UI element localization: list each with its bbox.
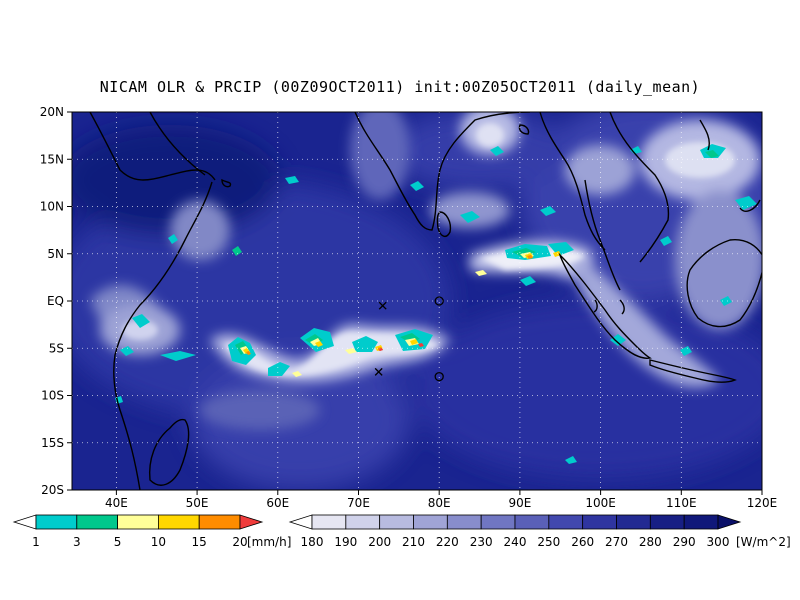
map-grid xyxy=(72,112,762,490)
legend-tick-label: 250 xyxy=(537,535,560,549)
legend-swatch xyxy=(117,514,159,530)
lon-label: 40E xyxy=(105,496,128,510)
legend-swatch xyxy=(345,514,381,530)
legend-tick-label: 20 xyxy=(232,535,247,549)
lat-label: EQ xyxy=(47,294,64,308)
circle-marker xyxy=(434,296,444,306)
legend-tick-label: 210 xyxy=(402,535,425,549)
legend-swatch xyxy=(514,514,550,530)
lon-label: 100E xyxy=(585,496,616,510)
legend-swatch xyxy=(379,514,414,530)
x-marker xyxy=(378,301,387,310)
lat-label: 15N xyxy=(40,152,64,166)
lat-label: 10S xyxy=(41,389,64,403)
lon-label: 80E xyxy=(428,496,451,510)
lat-label: 5S xyxy=(49,341,64,355)
legend-swatch xyxy=(480,514,516,530)
lon-label: 110E xyxy=(666,496,697,510)
legend-tick-label: 280 xyxy=(639,535,662,549)
x-marker xyxy=(374,367,383,376)
lat-label: 20N xyxy=(40,105,64,119)
legend-tick-label: 3 xyxy=(73,535,81,549)
legend-swatch xyxy=(582,514,617,530)
legend-tick-label: 270 xyxy=(605,535,628,549)
legend-tick-label: 290 xyxy=(673,535,696,549)
page-title: NICAM OLR & PRCIP (00Z09OCT2011) init:00… xyxy=(99,78,701,96)
legend-tick-label: 230 xyxy=(470,535,493,549)
legend-swatch xyxy=(35,514,78,530)
map-axes: 20N 15N 10N 5N EQ 5S 10S 15S 20S 40E 50E 60E 70E 80E 9… xyxy=(40,105,778,510)
lat-label: 20S xyxy=(41,483,64,497)
legend-swatch xyxy=(649,514,685,530)
legend-swatch xyxy=(311,514,347,530)
legend-swatch xyxy=(446,514,482,530)
legend-tick-label: 240 xyxy=(504,535,527,549)
legend-tick-label: 5 xyxy=(114,535,122,549)
lat-label: 10N xyxy=(40,200,64,214)
legend-tick-label: 15 xyxy=(192,535,207,549)
legend-swatch xyxy=(413,514,448,530)
olr-field xyxy=(72,112,762,490)
legend-swatch xyxy=(683,514,719,530)
legend-unit: [W/m^2] xyxy=(736,535,791,549)
legend-swatch xyxy=(76,514,119,530)
legend-arrow-left xyxy=(12,514,37,530)
circle-marker xyxy=(434,371,444,382)
lon-label: 50E xyxy=(186,496,209,510)
olr-legend: 180 190 200 210 220 230 240 250 260 270 280 290 300 [… xyxy=(288,514,791,549)
lon-label: 60E xyxy=(266,496,289,510)
legend-unit: [mm/h] xyxy=(247,535,291,549)
lat-label: 15S xyxy=(41,436,64,450)
legend-tick-label: 300 xyxy=(707,535,730,549)
legend-tick-label: 220 xyxy=(436,535,459,549)
legend-swatch xyxy=(616,514,651,530)
markers xyxy=(374,296,444,382)
lat-label: 5N xyxy=(47,247,64,261)
precip-legend: 1 3 5 10 15 20 [mm/h] xyxy=(12,514,291,549)
lon-label: 120E xyxy=(747,496,778,510)
legend-swatch xyxy=(198,514,241,530)
legend-swatch xyxy=(157,514,200,530)
lon-label: 90E xyxy=(508,496,531,510)
legend-tick-label: 200 xyxy=(368,535,391,549)
legend-arrow-left xyxy=(288,514,313,530)
legend-tick-label: 180 xyxy=(301,535,324,549)
legend-tick-label: 260 xyxy=(571,535,594,549)
legend-arrow-right xyxy=(239,514,264,530)
legend-swatch xyxy=(548,514,584,530)
legend-arrow-right xyxy=(717,514,742,530)
legend-tick-label: 10 xyxy=(151,535,166,549)
coastlines xyxy=(89,112,762,490)
lon-label: 70E xyxy=(347,496,370,510)
legend-tick-label: 1 xyxy=(32,535,40,549)
legend-tick-label: 190 xyxy=(334,535,357,549)
